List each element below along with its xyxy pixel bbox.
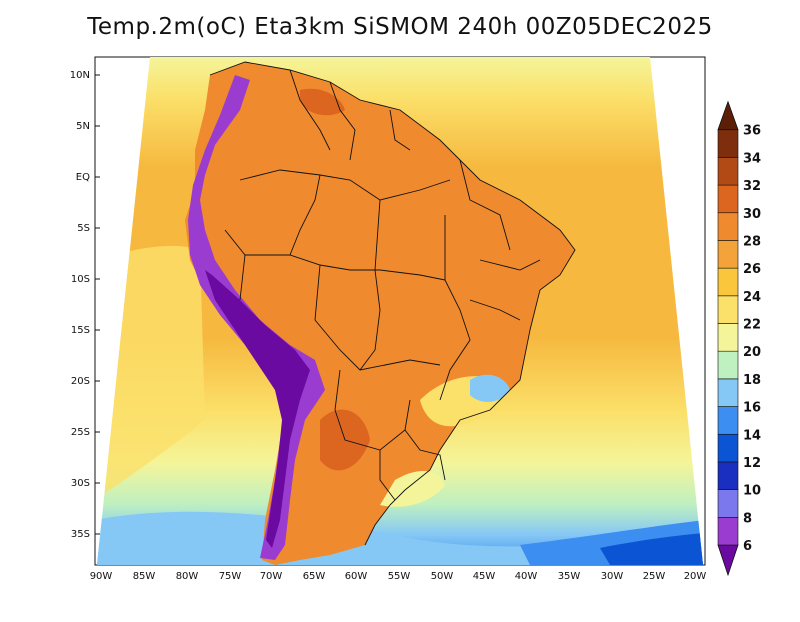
colorbar-bin [717,295,739,324]
colorbar-label: 16 [743,401,761,416]
colorbar-bin [717,517,739,546]
lon-tick-label: 30W [601,571,624,582]
colorbar-label: 30 [743,207,761,222]
colorbar-bin [717,489,739,518]
map-title: Temp.2m(oC) Eta3km SiSMOM 240h 00Z05DEC2… [87,14,713,40]
colorbar-label: 10 [743,484,761,499]
lat-tick-label: 30S [71,478,90,489]
southern-brazil [380,470,445,507]
colorbar-label: 6 [743,539,752,554]
lon-tick-label: 40W [515,571,538,582]
colorbar-bin [717,406,739,435]
lon-tick-label: 55W [388,571,411,582]
lat-tick-label: 10S [71,274,90,285]
colorbar-label: 18 [743,373,761,388]
colorbar-bin [717,212,739,241]
lon-tick-label: 25W [643,571,666,582]
andes-core [205,270,310,548]
political-borders [209,61,576,546]
lat-tick-label: 35S [71,529,90,540]
colorbar-label: 12 [743,456,761,471]
latitude-axis: 10N 5N EQ 5S 10S 15S 20S 25S 30S 35S [70,70,100,540]
lon-tick-label: 20W [684,571,707,582]
lat-tick-label: 10N [70,70,90,81]
colorbar-bin [717,350,739,380]
mantiqueira-cool [470,374,510,402]
colorbar-label: 32 [743,179,761,194]
colorbar-label: 24 [743,290,761,305]
colorbar-bin [717,129,739,158]
hot-spot-venezuela [300,88,345,116]
lon-tick-label: 70W [260,571,283,582]
lat-tick-label: 20S [71,376,90,387]
colorbar-label: 20 [743,345,761,360]
lat-tick-label: 5N [76,121,90,132]
lat-tick-label: 5S [77,223,90,234]
colorbar-label: 36 [743,124,761,139]
lon-tick-label: 85W [133,571,156,582]
colorbar-bin [717,433,739,463]
colorbar-label: 34 [743,151,761,166]
colorbar-label: 8 [743,511,752,526]
colorbar-bin [717,378,739,407]
colorbar-arrow-low [717,544,739,577]
colorbar-bin [717,461,739,490]
colorbar-arrow-high [717,100,739,131]
lon-tick-label: 35W [558,571,581,582]
lon-tick-label: 65W [303,571,326,582]
lon-tick-label: 50W [431,571,454,582]
colorbar-label: 28 [743,234,761,249]
lat-tick-label: 15S [71,325,90,336]
colorbar-label: 22 [743,318,761,333]
colorbar-label: 26 [743,262,761,277]
lat-tick-label: 25S [71,427,90,438]
colorbar-bin [717,184,739,214]
colorbar-bin [717,240,739,269]
lon-tick-label: 60W [345,571,368,582]
lon-tick-label: 90W [90,571,113,582]
lon-tick-label: 45W [473,571,496,582]
south-coldest-band [600,533,703,565]
lon-tick-label: 75W [219,571,242,582]
lat-tick-label: EQ [76,172,90,183]
longitude-axis: 90W 85W 80W 75W 70W 65W 60W 55W 50W 45W … [90,571,707,582]
lon-tick-label: 80W [176,571,199,582]
colorbar: 6 8 10 12 14 16 18 20 22 24 26 28 30 32 34 36 [717,100,761,577]
colorbar-bin [717,323,739,352]
colorbar-label: 14 [743,428,761,443]
colorbar-bin [717,267,739,297]
colorbar-bin [717,157,739,186]
